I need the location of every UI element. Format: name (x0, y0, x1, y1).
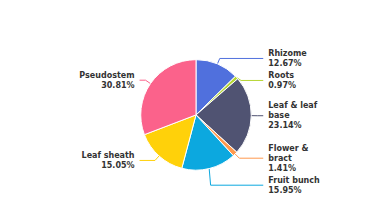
svg-text:30.81%: 30.81% (101, 81, 134, 90)
svg-text:Rhizome: Rhizome (268, 49, 307, 58)
svg-text:Leaf sheath: Leaf sheath (82, 151, 135, 160)
svg-text:Roots: Roots (268, 71, 294, 80)
svg-text:1.41%: 1.41% (268, 164, 296, 173)
svg-text:Flower &: Flower & (268, 144, 308, 153)
svg-text:bract: bract (268, 154, 292, 163)
svg-text:Pseudostem: Pseudostem (79, 71, 134, 80)
svg-text:Fruit bunch: Fruit bunch (268, 176, 320, 185)
svg-text:base: base (268, 111, 290, 120)
svg-text:0.97%: 0.97% (268, 81, 296, 90)
svg-text:12.67%: 12.67% (268, 59, 301, 68)
svg-text:15.95%: 15.95% (268, 186, 301, 195)
svg-text:23.14%: 23.14% (268, 121, 301, 130)
svg-text:15.05%: 15.05% (101, 161, 134, 170)
svg-text:Leaf & leaf: Leaf & leaf (268, 101, 318, 110)
